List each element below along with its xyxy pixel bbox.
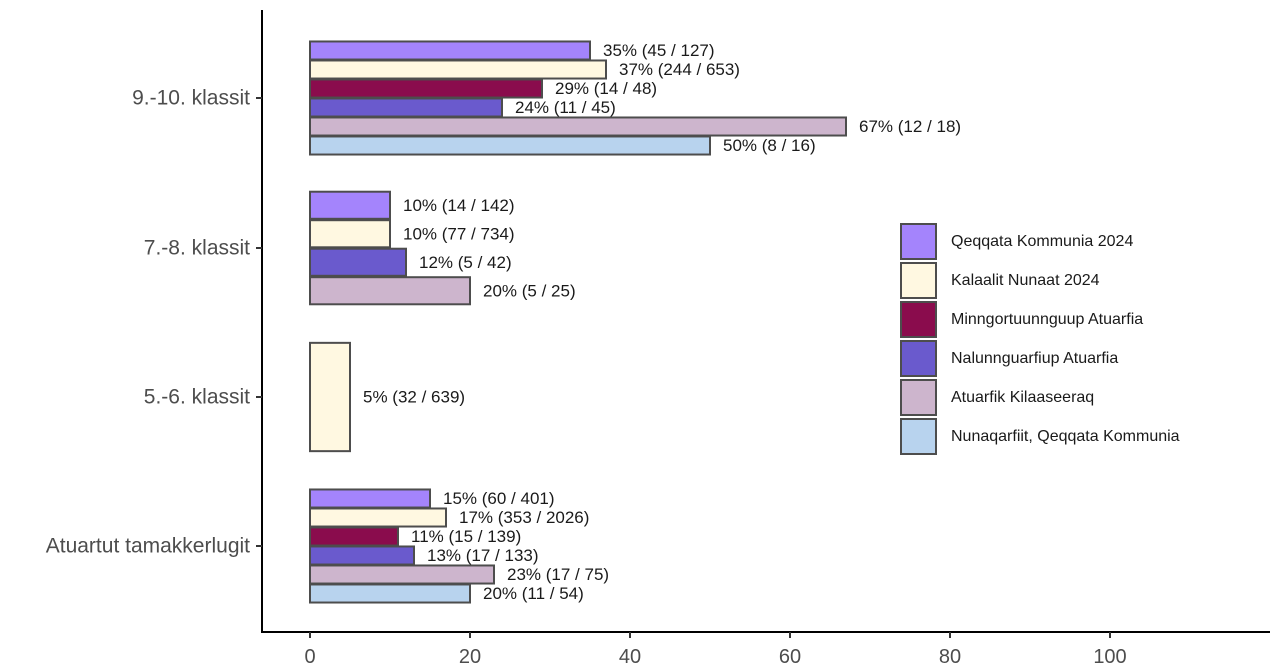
legend-label: Nunaqarfiit, Qeqqata Kommunia [951, 428, 1180, 445]
bar [309, 583, 471, 604]
bar [309, 341, 351, 453]
legend-key [900, 223, 937, 260]
bar [309, 190, 391, 220]
x-tick-label: 20 [459, 646, 481, 667]
data-label: 11% (15 / 139) [411, 527, 521, 546]
legend-label: Qeqqata Kommunia 2024 [951, 233, 1133, 250]
legend-key [900, 262, 937, 299]
bar [309, 564, 495, 585]
legend-key [900, 379, 937, 416]
data-label: 13% (17 / 133) [427, 546, 539, 565]
bar [309, 247, 407, 277]
data-label: 35% (45 / 127) [603, 41, 715, 60]
bars-layer [309, 40, 847, 604]
x-tick-label: 80 [939, 646, 961, 667]
legend-label: Nalunnguarfiup Atuarfia [951, 350, 1118, 367]
bar [309, 59, 607, 80]
bar [309, 276, 471, 306]
category-label: 7.-8. klassit [144, 237, 250, 260]
category-label: Atuartut tamakkerlugit [46, 535, 250, 558]
legend-label: Kalaalit Nunaat 2024 [951, 272, 1100, 289]
category-label: 5.-6. klassit [144, 386, 250, 409]
data-label: 67% (12 / 18) [859, 117, 961, 136]
bar [309, 116, 847, 137]
data-label: 10% (77 / 734) [403, 224, 515, 243]
data-label: 29% (14 / 48) [555, 79, 657, 98]
legend-key [900, 301, 937, 338]
bar [309, 97, 503, 118]
data-labels-layer: 35% (45 / 127)37% (244 / 653)29% (14 / 4… [363, 41, 961, 603]
bar [309, 78, 543, 99]
x-tick-label: 60 [779, 646, 801, 667]
data-label: 23% (17 / 75) [507, 565, 609, 584]
legend-key [900, 418, 937, 455]
data-label: 24% (11 / 45) [515, 98, 616, 117]
axes-layer: 9.-10. klassit 7.-8. klassit 5.-6. klassit… [46, 10, 1270, 667]
legend-label: Atuarfik Kilaaseeraq [951, 389, 1094, 406]
data-label: 50% (8 / 16) [723, 136, 816, 155]
legend-label: Minngortuunnguup Atuarfia [951, 311, 1143, 328]
data-label: 12% (5 / 42) [419, 253, 512, 272]
data-label: 10% (14 / 142) [403, 196, 515, 215]
data-label: 15% (60 / 401) [443, 489, 555, 508]
bar [309, 507, 447, 528]
bar [309, 488, 431, 509]
bar [309, 135, 711, 156]
data-label: 17% (353 / 2026) [459, 508, 589, 527]
data-label: 5% (32 / 639) [363, 388, 465, 407]
legend: Qeqqata Kommunia 2024 Kalaalit Nunaat 202… [900, 223, 1180, 455]
category-label: 9.-10. klassit [132, 87, 250, 110]
bar [309, 545, 415, 566]
data-label: 20% (11 / 54) [483, 584, 584, 603]
legend-key [900, 340, 937, 377]
bar [309, 40, 591, 61]
x-tick-label: 0 [304, 646, 315, 667]
x-tick-label: 40 [619, 646, 641, 667]
data-label: 20% (5 / 25) [483, 281, 576, 300]
data-label: 37% (244 / 653) [619, 60, 740, 79]
bar [309, 219, 391, 249]
x-tick-label: 100 [1093, 646, 1126, 667]
bar [309, 526, 399, 547]
